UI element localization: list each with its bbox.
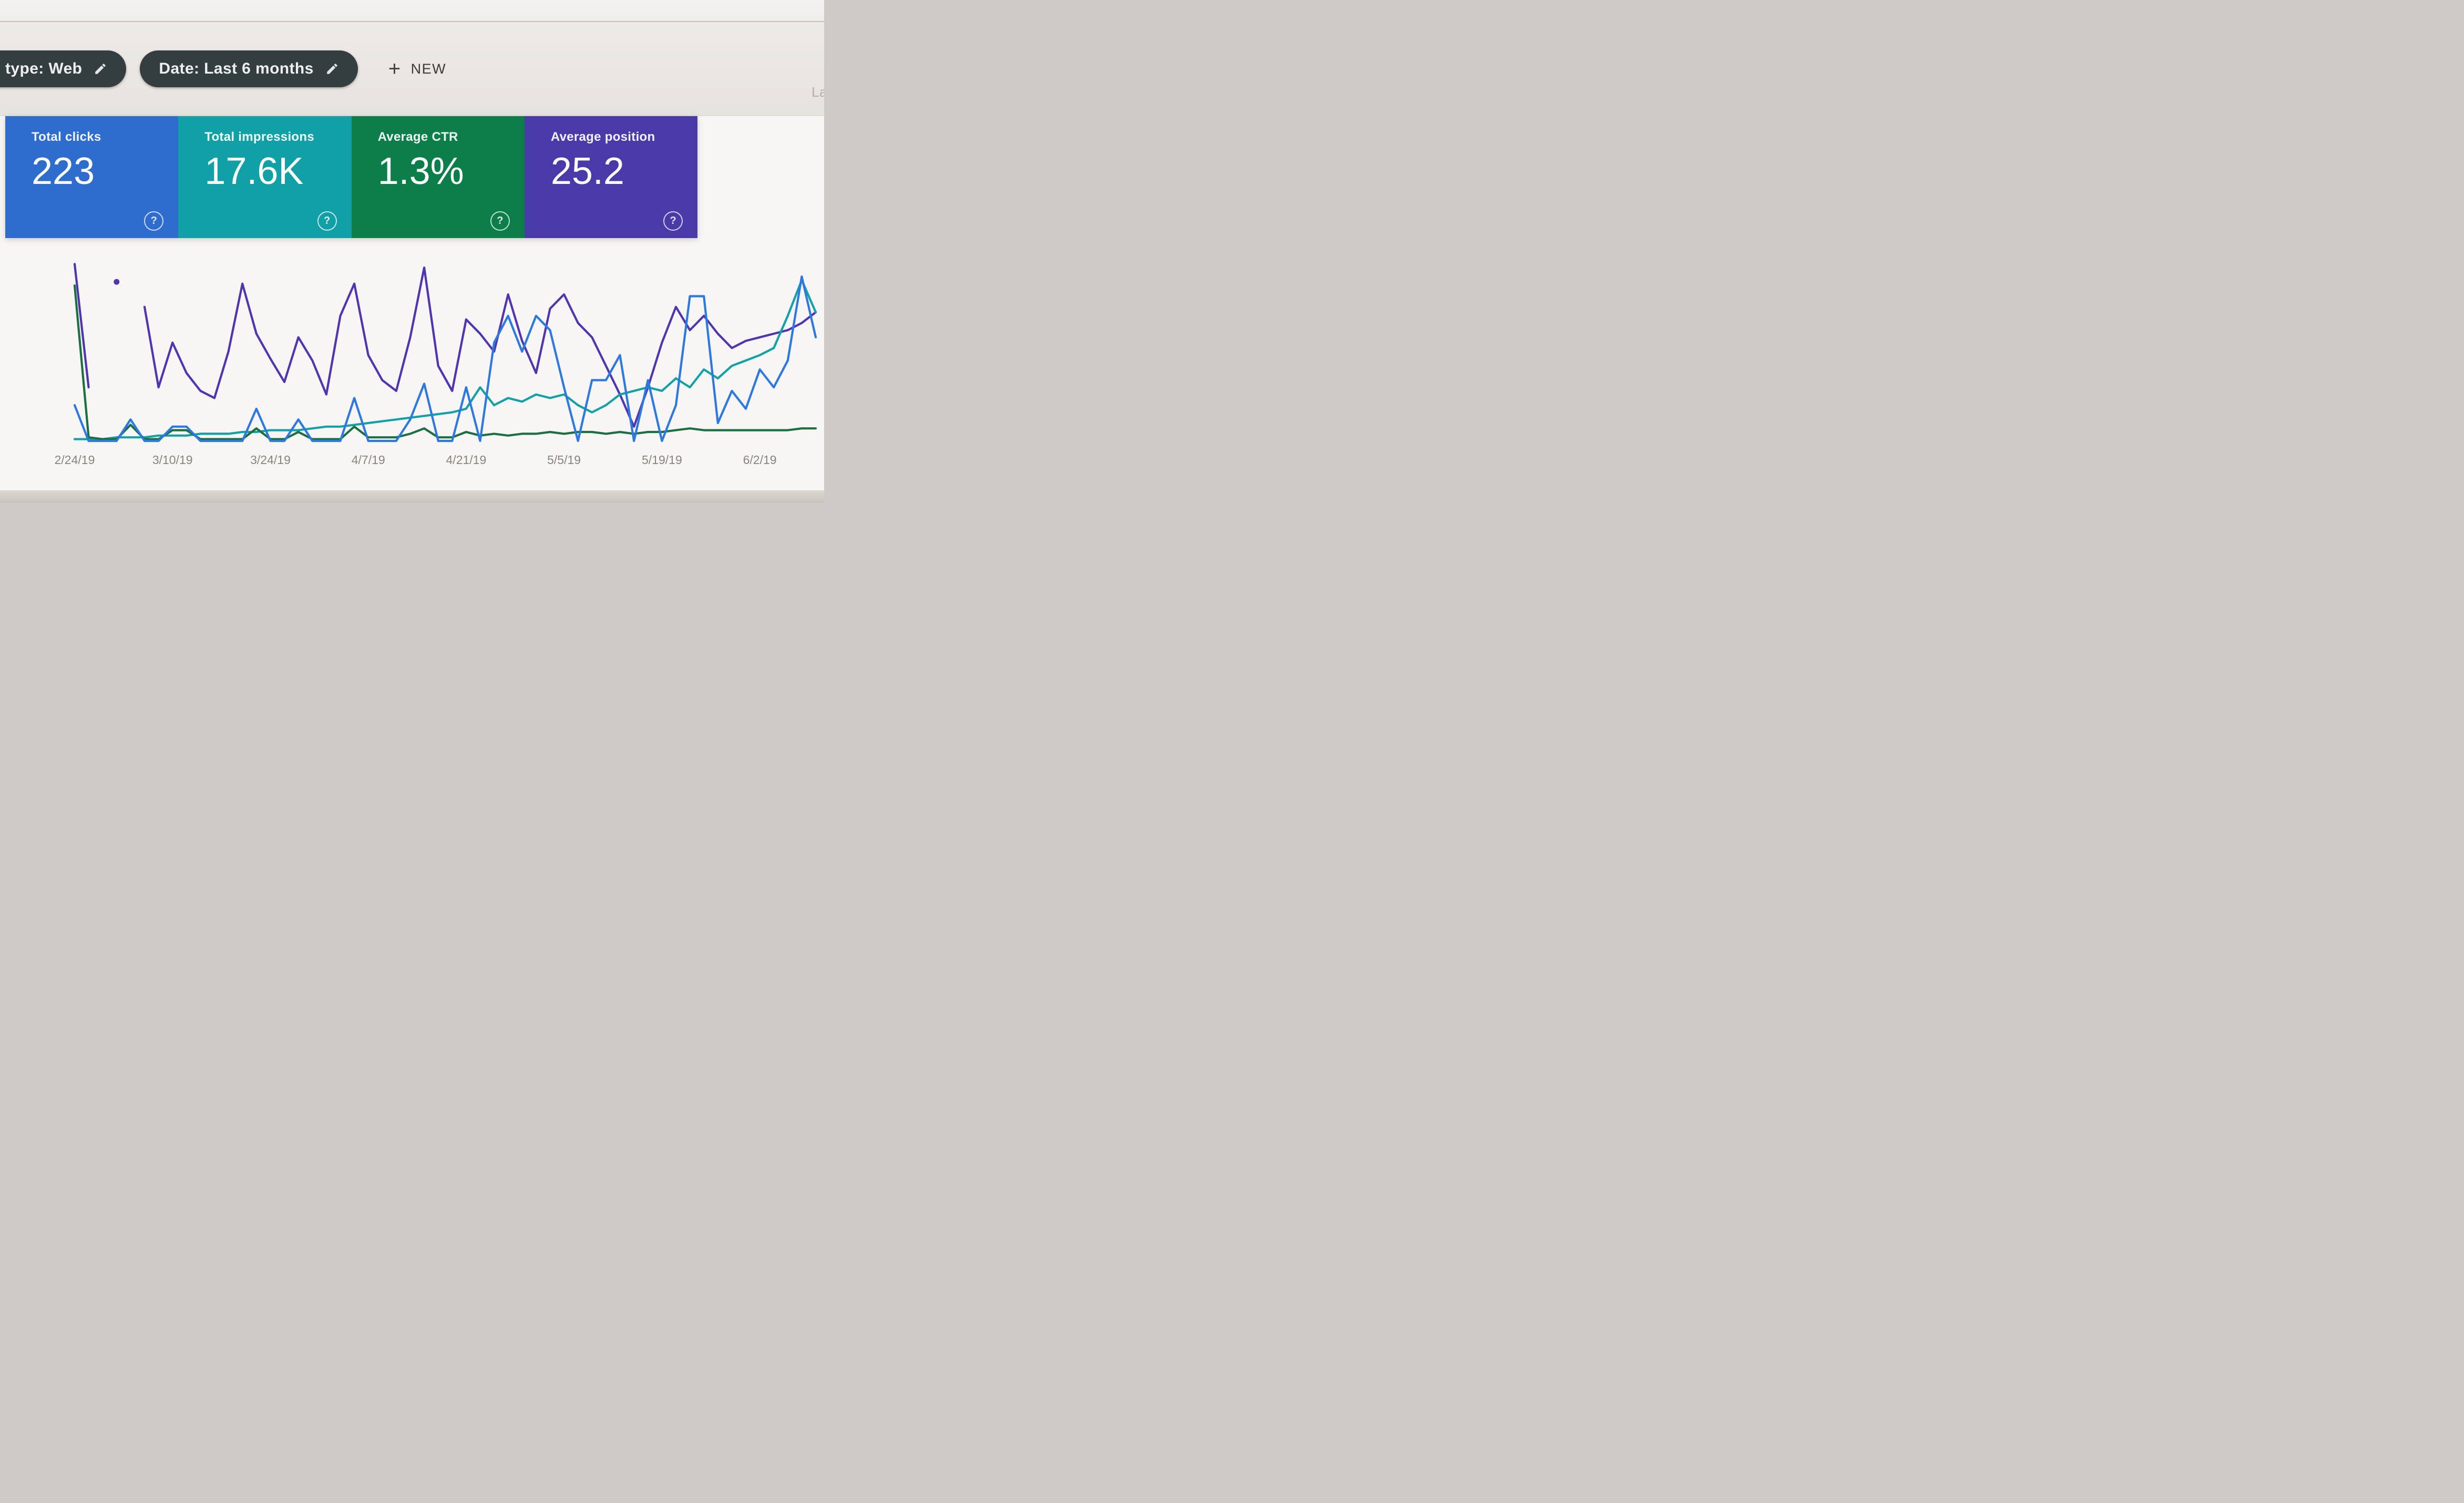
x-axis-label: 4/21/19 bbox=[446, 453, 487, 467]
metric-tile-average-position[interactable]: Average position 25.2 ? bbox=[524, 116, 698, 238]
metric-value: 1.3% bbox=[377, 150, 464, 192]
metric-label: Total impressions bbox=[204, 130, 314, 144]
search-type-chip-label: type: Web bbox=[5, 60, 83, 77]
help-icon[interactable]: ? bbox=[144, 211, 164, 231]
search-type-filter-chip[interactable]: type: Web bbox=[0, 50, 127, 87]
metric-label: Total clicks bbox=[32, 130, 101, 144]
chart-area: 2/24/19 3/10/19 3/24/19 4/7/19 4/21/19 5/5/19… bbox=[0, 246, 824, 480]
screen-bottom-edge bbox=[0, 490, 824, 503]
metrics-row: Total clicks 223 ? Total impressions 17.… bbox=[5, 116, 698, 238]
new-filter-button[interactable]: + NEW bbox=[385, 58, 449, 80]
position-line bbox=[143, 266, 817, 428]
help-icon[interactable]: ? bbox=[317, 211, 337, 231]
x-axis-label: 4/7/19 bbox=[352, 453, 385, 467]
metric-value: 223 bbox=[32, 150, 95, 192]
help-icon[interactable]: ? bbox=[663, 211, 683, 231]
performance-chart[interactable]: 2/24/19 3/10/19 3/24/19 4/7/19 4/21/19 5/5/19… bbox=[0, 246, 824, 478]
metric-value: 17.6K bbox=[204, 150, 304, 192]
last-updated-text-truncated: La bbox=[812, 84, 824, 100]
x-axis-label: 5/5/19 bbox=[547, 453, 581, 467]
plus-icon: + bbox=[388, 57, 402, 80]
metric-tile-total-clicks[interactable]: Total clicks 223 ? bbox=[5, 116, 179, 238]
metric-label: Average position bbox=[550, 130, 655, 144]
metric-value: 25.2 bbox=[550, 150, 624, 192]
photographed-screen: type: Web Date: Last 6 months + NEW La T… bbox=[0, 0, 824, 503]
metric-tile-total-impressions[interactable]: Total impressions 17.6K ? bbox=[178, 116, 352, 238]
impressions-line bbox=[73, 279, 817, 440]
edit-pencil-icon bbox=[95, 64, 106, 74]
edit-pencil-icon bbox=[326, 64, 337, 74]
x-axis-label: 3/10/19 bbox=[152, 453, 193, 467]
new-button-label: NEW bbox=[410, 60, 447, 77]
date-chip-label: Date: Last 6 months bbox=[159, 60, 314, 77]
metric-label: Average CTR bbox=[377, 130, 458, 144]
position-isolated-point bbox=[114, 279, 120, 285]
x-axis-label: 3/24/19 bbox=[250, 453, 291, 467]
x-axis-label: 5/19/19 bbox=[642, 453, 682, 467]
help-icon[interactable]: ? bbox=[490, 211, 510, 231]
screen-top-band bbox=[0, 0, 824, 21]
performance-panel: Total clicks 223 ? Total impressions 17.… bbox=[0, 116, 824, 490]
x-axis-label: 2/24/19 bbox=[55, 453, 95, 467]
filters-toolbar: type: Web Date: Last 6 months + NEW La bbox=[0, 22, 824, 116]
x-axis-label: 6/2/19 bbox=[743, 453, 777, 467]
metric-tile-average-ctr[interactable]: Average CTR 1.3% ? bbox=[351, 116, 525, 238]
clicks-line bbox=[73, 275, 817, 442]
date-filter-chip[interactable]: Date: Last 6 months bbox=[140, 50, 358, 87]
screen-divider-line bbox=[0, 21, 824, 22]
position-line bbox=[73, 263, 90, 389]
